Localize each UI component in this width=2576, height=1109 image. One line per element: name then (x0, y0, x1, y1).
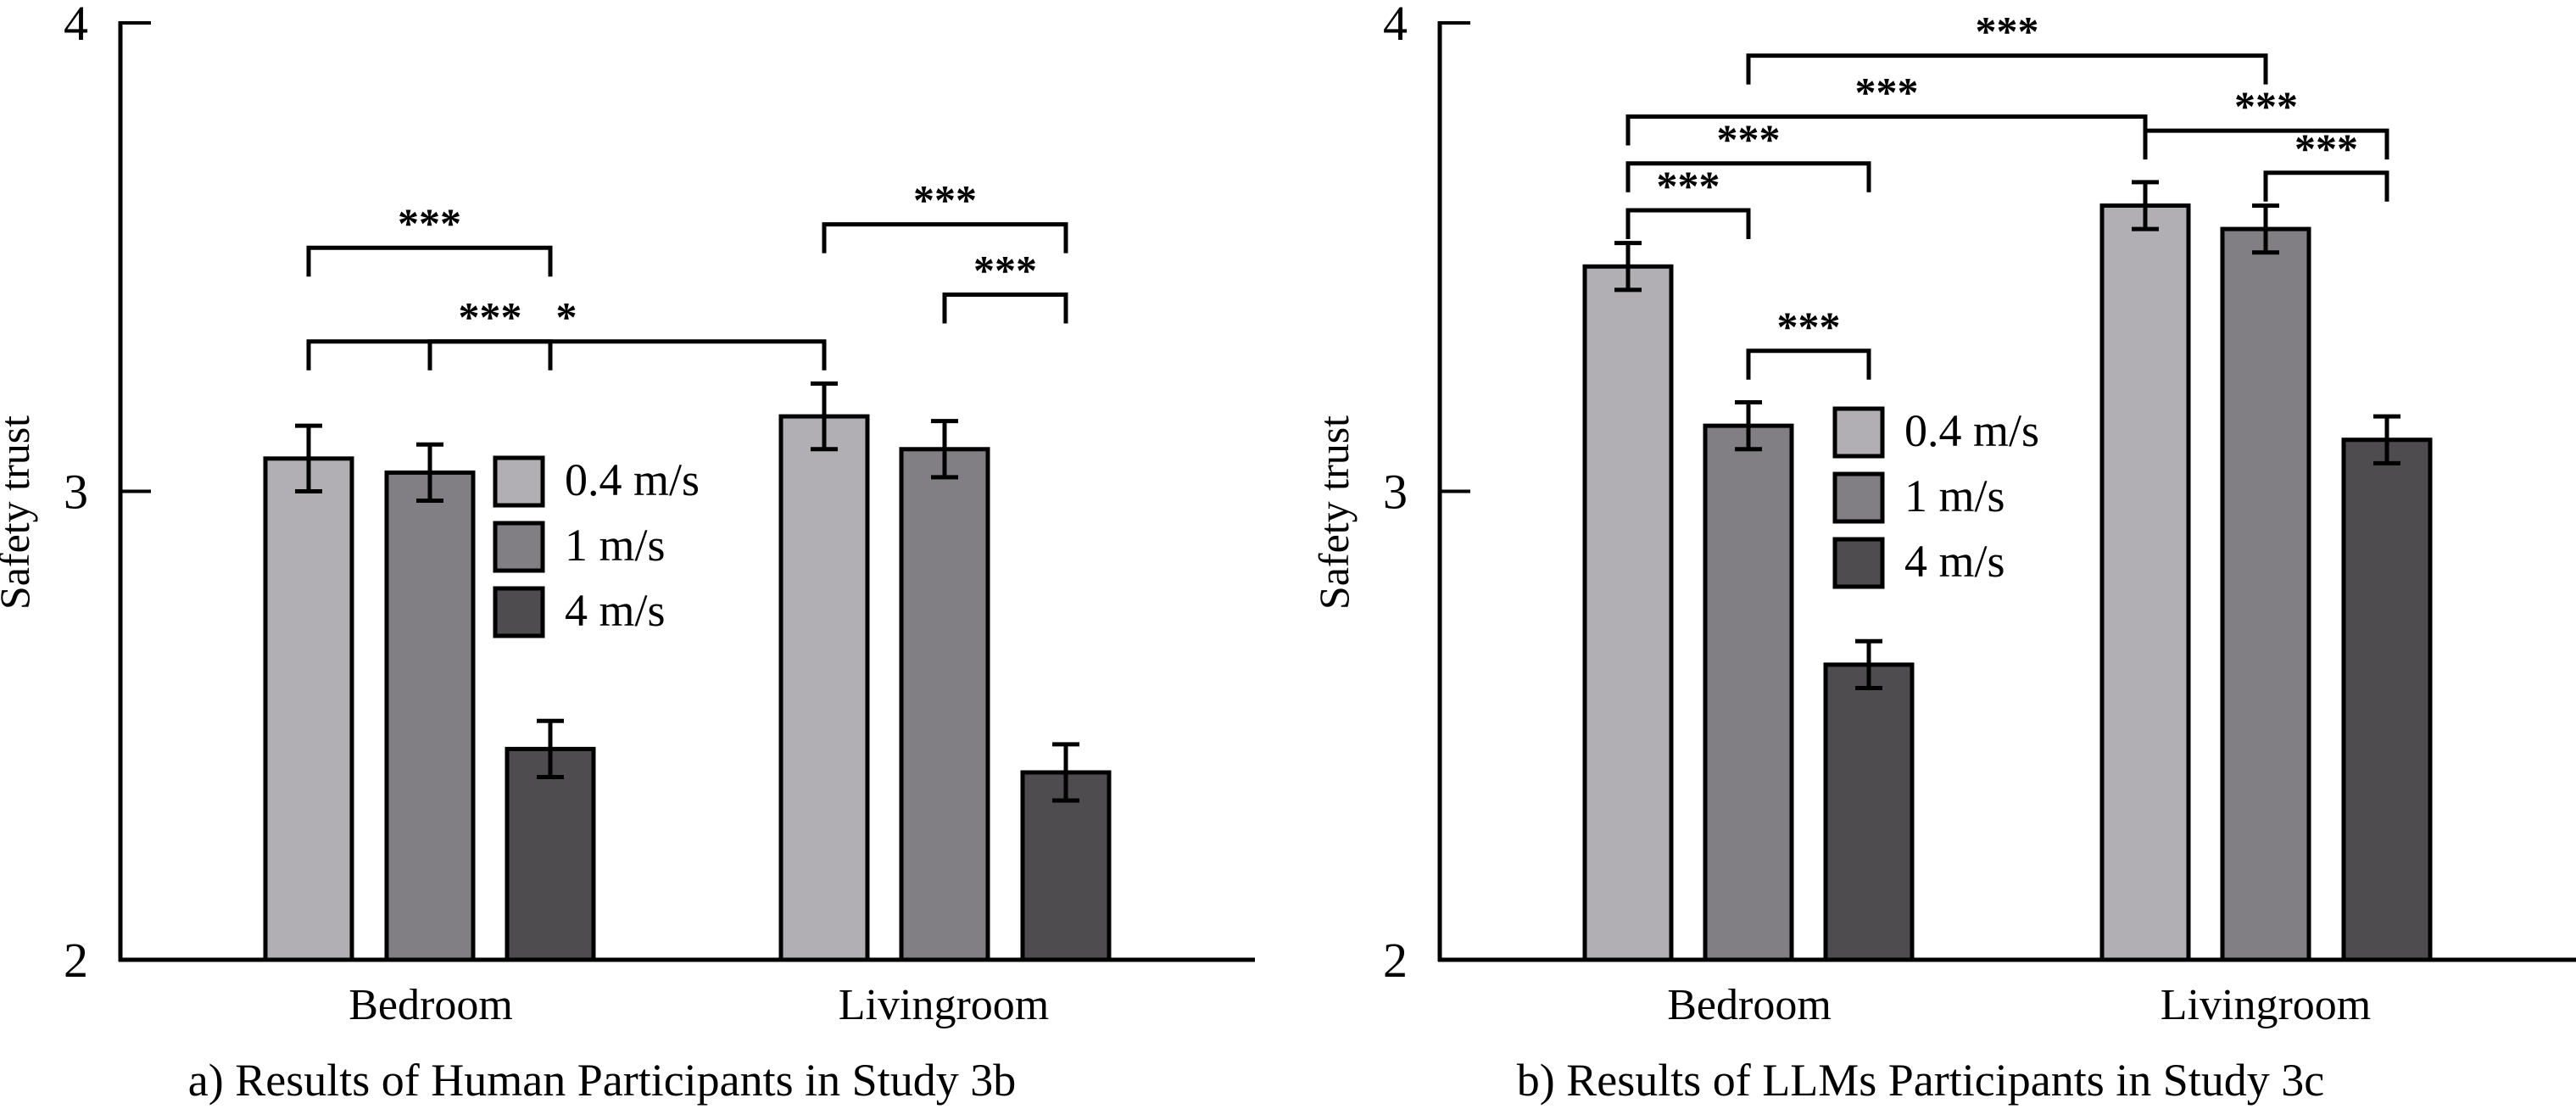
error-bar (2132, 180, 2159, 231)
error-bar (537, 718, 564, 780)
significance-bracket (2263, 170, 2389, 202)
error-bar (811, 381, 838, 452)
y-tick-label: 2 (1383, 933, 1408, 988)
bar-bedroom-1 (1703, 423, 1794, 962)
bar-livingroom-1 (2220, 226, 2311, 962)
significance-label: *** (1976, 8, 2039, 55)
bar-livingroom-0 (2099, 203, 2191, 962)
significance-label: *** (2294, 125, 2358, 172)
significance-bracket (822, 222, 1068, 254)
significance-bracket (306, 339, 827, 371)
bar-livingroom-2 (2341, 437, 2433, 962)
bar-bedroom-2 (1823, 662, 1915, 962)
bar-bedroom-2 (505, 746, 596, 962)
panel-caption: a) Results of Human Participants in Stud… (188, 1055, 1016, 1106)
bar-bedroom-0 (1582, 264, 1674, 962)
error-bar (295, 423, 322, 493)
legend-label: 0.4 m/s (565, 454, 700, 505)
bar-livingroom-0 (778, 414, 870, 962)
y-tick-label: 2 (64, 933, 88, 988)
bar-bedroom-0 (263, 456, 354, 962)
significance-bracket (1625, 161, 1871, 192)
significance-label: *** (973, 246, 1037, 293)
significance-bracket (1625, 114, 2148, 146)
significance-label: *** (1717, 115, 1781, 163)
significance-bracket (427, 339, 553, 371)
legend-label: 4 m/s (1904, 536, 2005, 587)
y-tick-label: 3 (64, 465, 88, 520)
legend-label: 0.4 m/s (1904, 405, 2039, 456)
x-category-label: Bedroom (348, 981, 513, 1029)
significance-label: *** (2234, 82, 2298, 130)
bar-livingroom-2 (1020, 770, 1112, 962)
significance-label: *** (913, 176, 977, 224)
legend-label: 4 m/s (565, 585, 666, 636)
y-tick-label: 3 (1383, 465, 1408, 520)
significance-label: *** (459, 293, 522, 341)
panel-caption: b) Results of LLMs Participants in Study… (1517, 1055, 2324, 1106)
significance-label: *** (1777, 303, 1841, 350)
x-category-label: Livingroom (2161, 981, 2371, 1029)
legend-label: 1 m/s (1904, 471, 2005, 521)
significance-label: *** (1657, 162, 1720, 209)
significance-bracket (1625, 208, 1751, 239)
legend-swatch (1832, 406, 1885, 459)
significance-bracket (306, 245, 553, 277)
error-bar (1614, 241, 1642, 293)
bar-bedroom-1 (384, 470, 476, 962)
error-bar (1735, 400, 1762, 452)
legend-swatch (493, 521, 545, 573)
significance-label: *** (1855, 69, 1919, 116)
bar-livingroom-1 (899, 447, 990, 962)
error-bar (1052, 742, 1079, 803)
significance-bracket (1746, 348, 1871, 380)
legend-swatch (493, 455, 545, 508)
significance-label: * (556, 293, 577, 341)
y-axis-label: Safety trust (0, 415, 38, 610)
legend-swatch (493, 586, 545, 638)
y-axis-label: Safety trust (1310, 415, 1358, 610)
significance-bracket (2143, 128, 2389, 160)
y-tick-label: 4 (1383, 0, 1408, 51)
legend-swatch (1832, 537, 1885, 589)
error-bar (931, 419, 958, 480)
legend-swatch (1832, 471, 1885, 524)
x-category-label: Bedroom (1667, 981, 1832, 1029)
error-bar (1855, 638, 1882, 691)
error-bar (2252, 203, 2279, 255)
x-category-label: Livingroom (839, 981, 1049, 1029)
significance-bracket (1746, 53, 2268, 85)
significance-bracket (942, 292, 1068, 324)
legend-label: 1 m/s (565, 520, 666, 571)
significance-label: *** (398, 199, 461, 247)
error-bar (2373, 414, 2400, 465)
error-bar (416, 442, 443, 504)
y-tick-label: 4 (64, 0, 88, 51)
